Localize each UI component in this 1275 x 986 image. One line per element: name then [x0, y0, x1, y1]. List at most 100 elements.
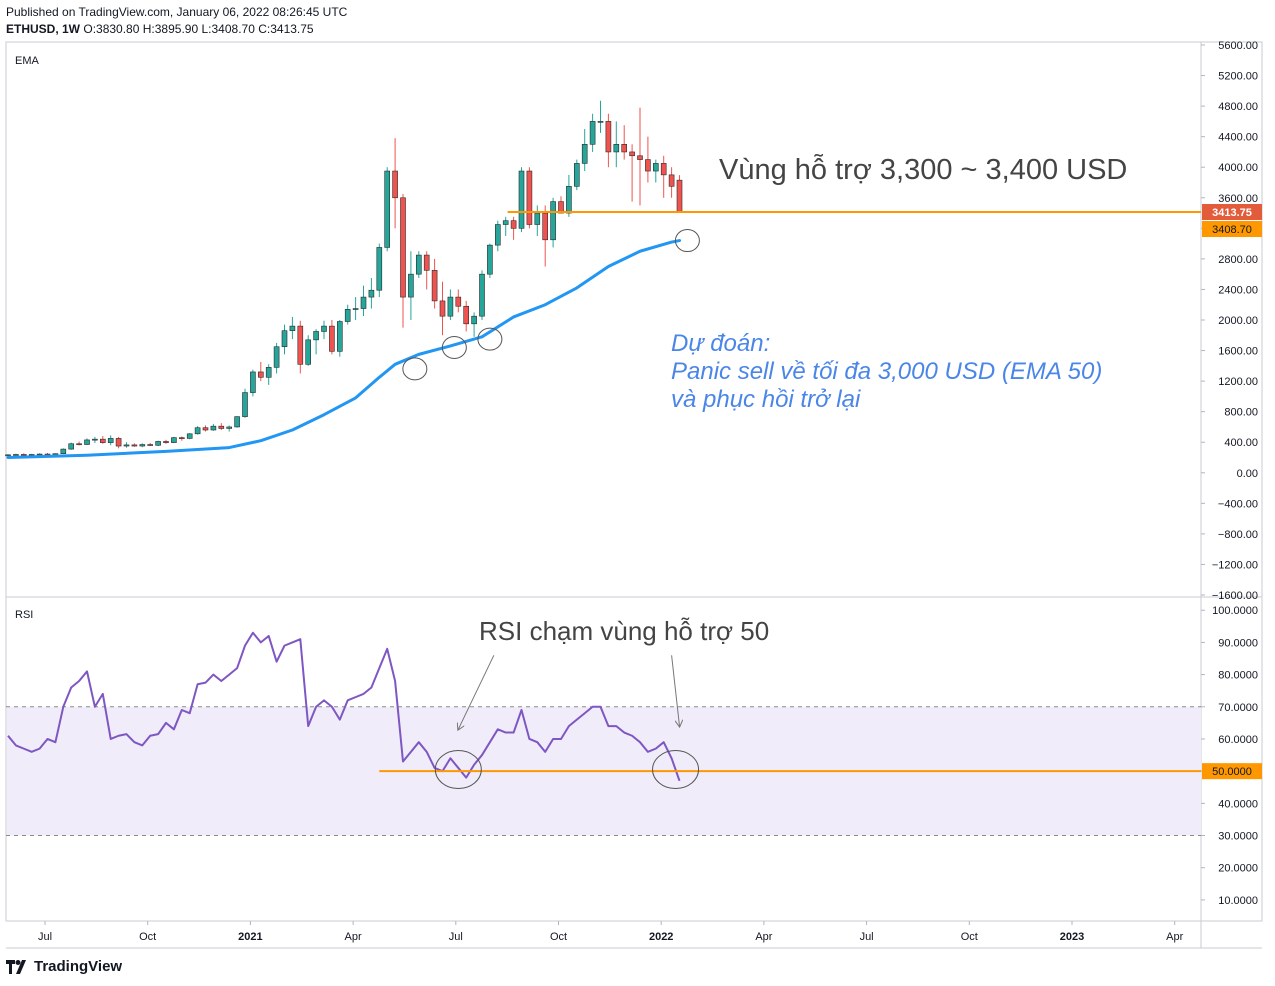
- price-tick-label: 400.00: [1224, 437, 1258, 449]
- rsi-tick-label: 60.0000: [1218, 734, 1258, 746]
- price-tick-label: −800.00: [1218, 529, 1258, 541]
- candle-body: [147, 444, 153, 446]
- rsi-tick-label: 20.0000: [1218, 863, 1258, 875]
- rsi-touch-circle: [434, 750, 482, 790]
- candle-body: [344, 309, 351, 322]
- ema-touch-circle: [674, 229, 700, 253]
- candle-body: [60, 448, 67, 454]
- time-tick-label: Oct: [961, 931, 978, 943]
- candle-body: [660, 163, 667, 176]
- price-tick-label: 5200.00: [1218, 71, 1258, 83]
- rsi-tick-label: 30.0000: [1218, 831, 1258, 843]
- candle-body: [510, 220, 517, 229]
- candle-body: [155, 441, 161, 446]
- ema50-line: [6, 239, 681, 459]
- time-tick-label: Oct: [550, 931, 567, 943]
- candle-body: [392, 170, 398, 199]
- time-tick-label: 2022: [649, 931, 673, 943]
- candle-body: [321, 325, 327, 332]
- candle-body: [76, 443, 82, 446]
- candle-body: [629, 151, 635, 157]
- candle-body: [589, 121, 596, 145]
- candle-body: [479, 273, 485, 317]
- candle-body: [13, 454, 19, 456]
- candle-body: [194, 427, 201, 435]
- symbol-name: ETHUSD, 1W: [6, 22, 81, 36]
- price-tick-label: 5600.00: [1218, 40, 1258, 52]
- candle-body: [313, 331, 319, 341]
- last-price-label: 3413.75: [1212, 207, 1252, 219]
- candle-body: [123, 444, 130, 447]
- rsi-touch-circle: [652, 750, 700, 790]
- price-tick-label: −400.00: [1218, 498, 1258, 510]
- ohlc-high: H:3895.90: [142, 22, 199, 36]
- candle-body: [131, 444, 138, 447]
- candle-body: [637, 155, 643, 160]
- time-tick-label: 2023: [1060, 931, 1084, 943]
- ema-pane-label: EMA: [15, 55, 40, 67]
- candle-body: [408, 273, 414, 298]
- time-tick-label: Jul: [38, 931, 52, 943]
- candle-body: [68, 443, 74, 450]
- candle-body: [265, 367, 272, 378]
- candle-body: [676, 179, 683, 213]
- candle-body: [384, 170, 391, 248]
- candle-body: [107, 438, 114, 443]
- price-tick-label: 2000.00: [1218, 315, 1258, 327]
- candle-body: [581, 144, 588, 164]
- candle-body: [234, 416, 240, 428]
- price-tick-label: 3600.00: [1218, 193, 1258, 205]
- candle-body: [179, 437, 185, 439]
- rsi-line: [7, 631, 681, 782]
- candle-body: [289, 325, 296, 331]
- ohlc-close: C:3413.75: [258, 22, 314, 36]
- candle-body: [115, 438, 122, 447]
- ema-touch-circle: [441, 336, 467, 359]
- candle-body: [210, 425, 217, 431]
- candle-body: [281, 330, 288, 348]
- rsi-support-badge: [1202, 763, 1262, 780]
- candle-body: [518, 170, 525, 229]
- candle-body: [5, 454, 11, 457]
- candle-body: [92, 438, 98, 441]
- candle-body: [415, 254, 422, 275]
- candle-body: [550, 201, 556, 241]
- prediction-title: Dự đoán:: [671, 330, 770, 357]
- price-tick-label: 0.00: [1237, 468, 1258, 480]
- candle-body: [305, 339, 312, 365]
- candle-body: [218, 425, 225, 429]
- rsi-tick-label: 100.0000: [1212, 605, 1258, 617]
- candle-body: [423, 254, 430, 271]
- candle-body: [163, 441, 169, 443]
- tradingview-icon: [6, 959, 26, 974]
- time-tick-label: Apr: [755, 931, 772, 943]
- candle-body: [352, 308, 359, 310]
- candle-body: [257, 371, 264, 378]
- price-tick-label: 2400.00: [1218, 284, 1258, 296]
- candle-body: [471, 315, 477, 325]
- candle-body: [463, 305, 470, 325]
- price-tick-label: 4400.00: [1218, 132, 1258, 144]
- last-price-badge: [1202, 204, 1262, 221]
- candle-body: [526, 170, 533, 225]
- time-tick-label: Apr: [345, 931, 362, 943]
- rsi-pane-label: RSI: [15, 609, 33, 621]
- candle-body: [668, 174, 675, 187]
- candle-body: [84, 439, 90, 445]
- prediction-line-1: Panic sell về tối đa 3,000 USD (EMA 50): [671, 358, 1102, 385]
- candle-body: [250, 371, 256, 393]
- candle-body: [368, 289, 375, 298]
- candle-body: [336, 321, 343, 352]
- ohlc-open: O:3830.80: [83, 22, 140, 36]
- candle-body: [439, 300, 446, 317]
- rsi-tick-label: 90.0000: [1218, 637, 1258, 649]
- candle-body: [455, 296, 462, 307]
- price-tick-label: 1200.00: [1218, 376, 1258, 388]
- low-price-label: 3408.70: [1212, 224, 1252, 236]
- candle-body: [400, 197, 406, 298]
- price-tick-label: 800.00: [1224, 407, 1258, 419]
- candle-body: [573, 163, 580, 187]
- candle-body: [447, 296, 454, 317]
- tradingview-logo[interactable]: TradingView: [6, 958, 122, 975]
